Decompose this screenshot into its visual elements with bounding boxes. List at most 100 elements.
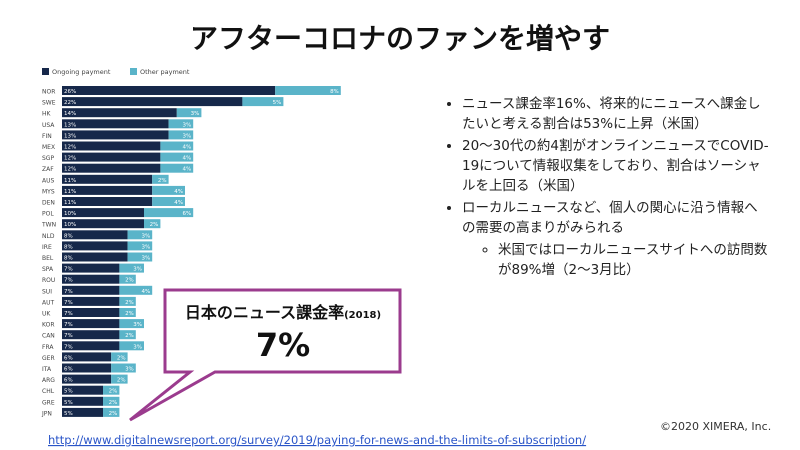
bar-segment [144, 219, 161, 229]
y-tick-label: UK [42, 311, 51, 318]
y-tick-label: SWE [42, 100, 56, 107]
y-tick-label: ZAF [42, 166, 54, 173]
bar-segment [119, 341, 144, 351]
y-tick-label: AUT [42, 299, 54, 306]
y-tick-label: NLD [42, 233, 55, 240]
bar-segment [127, 252, 153, 262]
bar-segment [62, 274, 120, 284]
bar-segment [119, 263, 144, 273]
value-label: 8% [64, 256, 73, 262]
callout-value: 7% [256, 326, 310, 364]
y-tick-label: USA [42, 122, 55, 129]
bar-segment [62, 174, 153, 184]
value-label: 7% [64, 322, 73, 328]
bar-segment [144, 208, 194, 218]
bar-segment [119, 319, 144, 329]
bar-segment [168, 130, 194, 140]
bar-segment [127, 230, 153, 240]
value-label: 5% [273, 100, 282, 106]
bullet-text: ニュース課金率16%、将来的にニュースへ課金したいと考える割合は53%に上昇（米… [462, 96, 761, 132]
bar-segment [275, 86, 341, 95]
bar-segment [62, 119, 169, 129]
value-label: 6% [64, 355, 73, 361]
value-label: 22% [64, 100, 76, 106]
value-label: 3% [182, 122, 191, 128]
value-label: 3% [182, 133, 191, 139]
value-label: 6% [64, 378, 73, 384]
value-label: 2% [150, 222, 159, 228]
bullet-list: ニュース課金率16%、将来的にニュースへ課金したいと考える割合は53%に上昇（米… [440, 94, 770, 282]
bar-segment [62, 208, 144, 218]
bar-segment [62, 163, 161, 173]
value-label: 11% [64, 200, 76, 206]
bar-segment [119, 330, 136, 340]
bar-segment [62, 263, 120, 273]
y-tick-label: NOR [42, 89, 55, 96]
y-tick-label: ROU [42, 277, 55, 284]
value-label: 5% [64, 400, 73, 406]
y-tick-label: CHL [42, 388, 55, 395]
value-label: 2% [117, 355, 126, 361]
value-label: 8% [64, 244, 73, 250]
value-label: 13% [64, 122, 76, 128]
value-label: 4% [182, 156, 191, 162]
value-label: 8% [330, 89, 339, 95]
value-label: 7% [64, 278, 73, 284]
y-tick-label: CAN [42, 333, 55, 340]
bar-segment [160, 163, 194, 173]
value-label: 3% [125, 367, 134, 373]
value-label: 6% [64, 367, 73, 373]
value-label: 5% [64, 389, 73, 395]
value-label: 7% [64, 267, 73, 273]
bar-segment [62, 86, 276, 95]
bar-segment [62, 341, 120, 351]
value-label: 4% [182, 167, 191, 173]
bar-segment [62, 396, 103, 406]
value-label: 13% [64, 133, 76, 139]
y-tick-label: ARG [42, 377, 55, 384]
bullet-text: ローカルニュースなど、個人の関心に沿う情報への需要の高まりがみられる [462, 200, 758, 236]
bar-segment [111, 374, 128, 384]
bar-segment [62, 219, 144, 229]
bar-segment [62, 130, 169, 140]
legend-swatch [130, 68, 137, 75]
legend-label: Ongoing payment [52, 68, 111, 76]
value-label: 2% [125, 278, 134, 284]
value-label: 2% [117, 378, 126, 384]
value-label: 10% [64, 222, 76, 228]
y-tick-label: SUI [42, 288, 52, 295]
bar-segment [62, 230, 128, 240]
bullet-text: 20～30代の約4割がオンラインニュースでCOVID-19について情報収集をして… [462, 138, 769, 194]
bar-segment [62, 330, 120, 340]
bar-segment [62, 152, 161, 162]
value-label: 7% [64, 289, 73, 295]
bar-segment [62, 252, 128, 262]
y-tick-label: JPN [41, 410, 52, 417]
callout-label: 日本のニュース課金率(2018) [185, 303, 381, 322]
y-tick-label: AUS [42, 177, 54, 184]
value-label: 2% [125, 333, 134, 339]
y-tick-label: POL [42, 211, 54, 218]
bar-segment [62, 185, 153, 195]
bar-segment [62, 296, 120, 306]
y-tick-label: SPA [42, 266, 54, 273]
value-label: 2% [109, 389, 118, 395]
value-label: 7% [64, 344, 73, 350]
value-label: 3% [133, 344, 142, 350]
y-tick-label: MYS [42, 188, 55, 195]
source-link[interactable]: http://www.digitalnewsreport.org/survey/… [48, 433, 586, 447]
bar-segment [160, 152, 194, 162]
bar-segment [62, 308, 120, 317]
bar-segment [103, 396, 120, 406]
y-tick-label: MEX [42, 144, 55, 151]
value-label: 7% [64, 333, 73, 339]
bar-segment [119, 274, 136, 284]
value-label: 11% [64, 189, 76, 195]
bar-segment [111, 363, 136, 373]
value-label: 3% [141, 244, 150, 250]
y-tick-label: ITA [42, 366, 52, 373]
bar-segment [242, 97, 284, 107]
y-tick-label: FIN [42, 133, 52, 140]
y-tick-label: FRA [42, 344, 54, 351]
